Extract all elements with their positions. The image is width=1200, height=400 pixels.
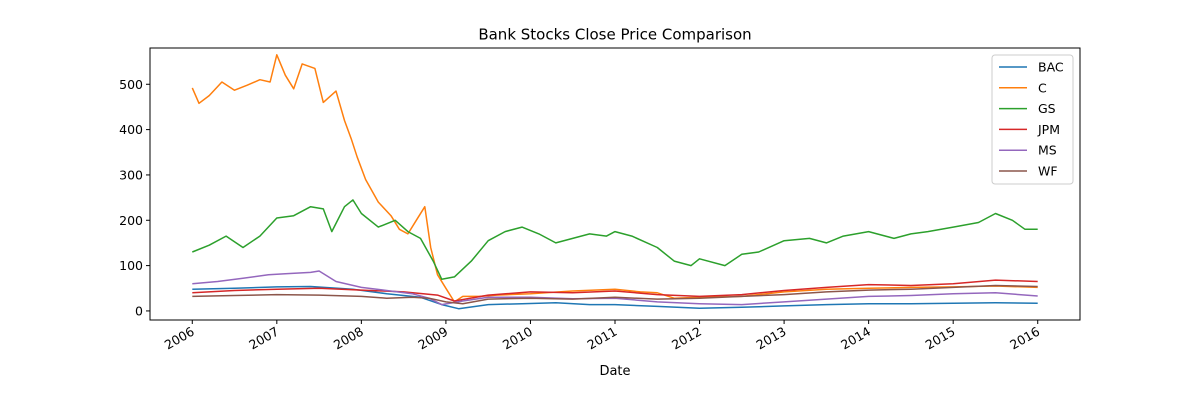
series-line-c xyxy=(191,54,1038,303)
y-axis-ticks: 0 100 200 300 400 500 xyxy=(119,77,150,318)
x-tick-label: 2015 xyxy=(923,324,958,353)
y-tick-label: 0 xyxy=(135,303,143,318)
y-tick-label: 500 xyxy=(119,77,143,92)
series-line-ms xyxy=(192,270,1038,306)
legend-label-c: C xyxy=(1038,80,1047,95)
y-tick-label: 200 xyxy=(119,213,143,228)
series-line-gs xyxy=(192,199,1038,280)
legend-label-ms: MS xyxy=(1038,143,1057,158)
series-lines xyxy=(191,54,1038,310)
x-tick-label: 2007 xyxy=(246,324,281,353)
y-tick-label: 300 xyxy=(119,167,143,182)
x-tick-label: 2012 xyxy=(669,324,704,353)
legend-label-jpm: JPM xyxy=(1037,122,1060,137)
series-line-wf xyxy=(192,284,1038,305)
plot-frame xyxy=(149,47,1081,321)
legend-label-bac: BAC xyxy=(1038,60,1064,75)
legend: BAC C GS JPM MS WF xyxy=(991,54,1074,185)
series-line-jpm xyxy=(192,279,1038,302)
legend-label-wf: WF xyxy=(1038,164,1058,179)
y-tick-label: 100 xyxy=(119,258,143,273)
x-tick-label: 2014 xyxy=(838,324,873,353)
chart-title: Bank Stocks Close Price Comparison xyxy=(478,26,751,44)
x-tick-label: 2008 xyxy=(331,324,366,353)
x-axis-ticks: 2006 2007 2008 2009 2010 2011 2012 2013 2014 2015… xyxy=(162,320,1042,353)
x-tick-label: 2013 xyxy=(754,324,789,353)
y-tick-label: 400 xyxy=(119,122,143,137)
x-tick-label: 2006 xyxy=(162,324,197,353)
x-axis-label: Date xyxy=(599,364,630,379)
x-tick-label: 2016 xyxy=(1007,324,1042,353)
x-tick-label: 2011 xyxy=(584,324,619,353)
x-tick-label: 2010 xyxy=(500,324,535,353)
x-tick-label: 2009 xyxy=(415,324,450,353)
legend-label-gs: GS xyxy=(1038,101,1056,116)
